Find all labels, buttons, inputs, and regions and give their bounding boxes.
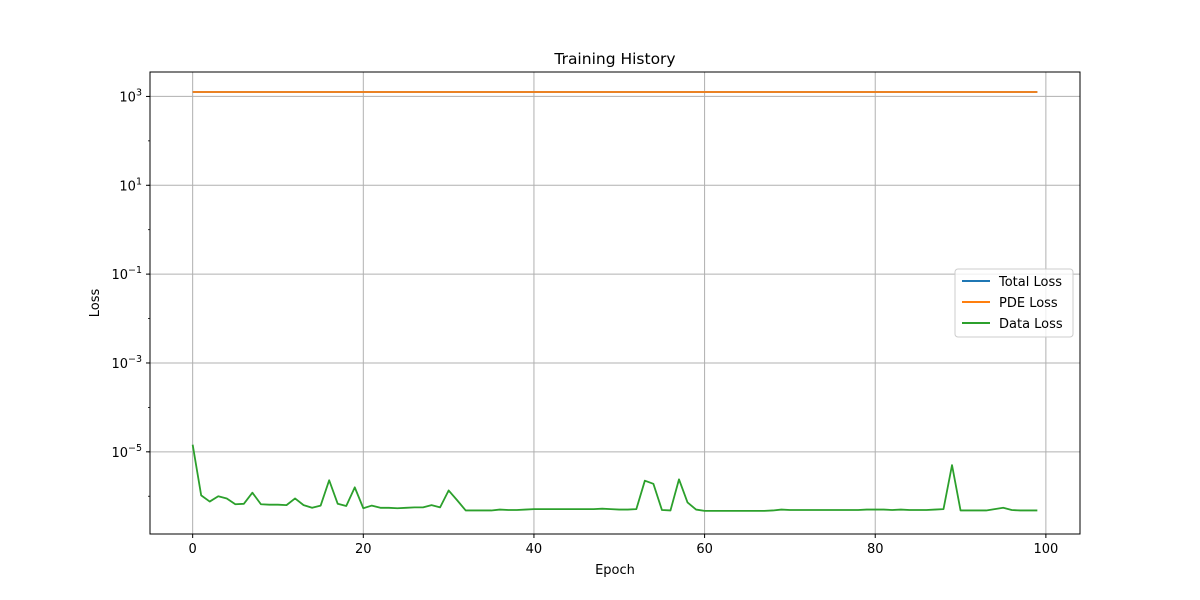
legend: Total Loss PDE Loss Data Loss [954,268,1074,338]
legend-label: PDE Loss [999,296,1058,311]
x-tick-label: 0 [189,542,197,557]
y-tick-exponent: −5 [128,443,142,454]
y-tick-label: 10−5 [111,443,142,461]
grid [150,72,1080,534]
y-tick-base: 10 [111,446,128,461]
chart-title: Training History [553,50,675,68]
series-layer [191,91,1038,512]
y-tick-exponent: −3 [128,354,142,365]
y-tick-exponent: 3 [136,87,142,98]
y-tick-label: 103 [119,87,142,105]
y-tick-base: 10 [119,179,136,194]
y-tick-label: 10−3 [111,354,142,372]
y-tick-exponent: 1 [136,176,142,187]
x-tick-label: 80 [867,542,884,557]
y-tick-label: 10−1 [111,265,142,283]
legend-label: Total Loss [998,275,1062,290]
y-tick-exponent: −1 [128,265,142,276]
x-tick-label: 40 [526,542,543,557]
legend-label: Data Loss [999,317,1063,332]
legend-box [954,268,1074,338]
y-tick-base: 10 [111,357,128,372]
x-tick-label: 20 [355,542,372,557]
y-tick-label: 101 [119,176,142,194]
y-axis-label: Loss [88,289,103,318]
x-axis-label: Epoch [595,563,635,578]
plot-frame [149,71,1081,535]
y-tick-base: 10 [119,90,136,105]
x-tick-label: 60 [696,542,713,557]
series-line-data-loss [191,444,1038,512]
y-tick-base: 10 [111,268,128,283]
x-tick-label: 100 [1033,542,1058,557]
x-axis: 0 20 40 60 80 100 [189,534,1058,557]
